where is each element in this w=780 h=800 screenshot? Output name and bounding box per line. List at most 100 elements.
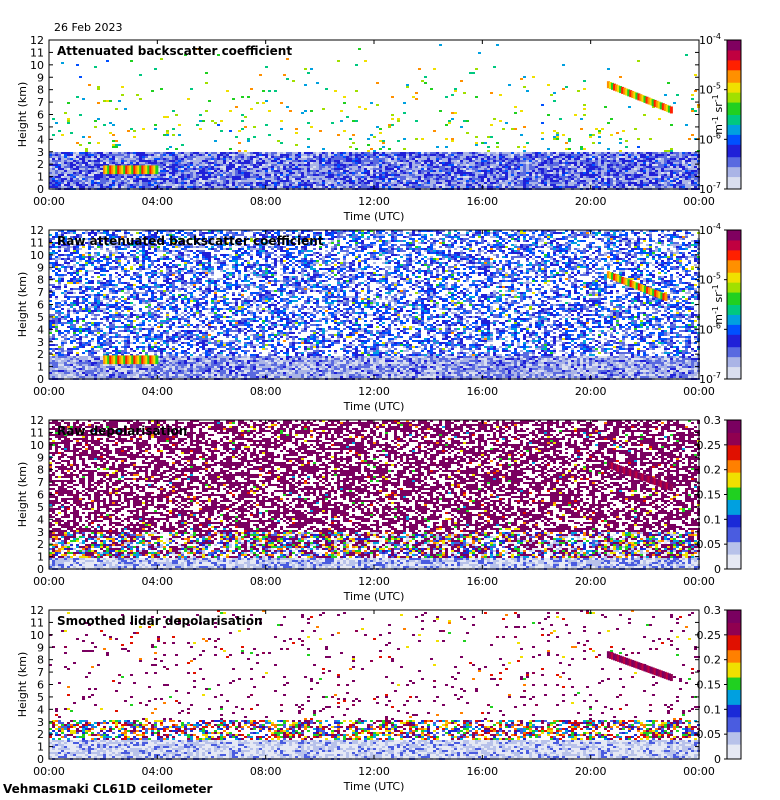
y-tick-label: 5 [37, 121, 44, 134]
y-tick-label: 8 [37, 654, 44, 667]
y-tick-label: 3 [37, 716, 44, 729]
colorbar-tick-label: 0.3 [704, 414, 722, 427]
y-tick-label: 3 [37, 146, 44, 159]
colorbar-tick-label: 0.05 [697, 538, 722, 551]
colorbar-tick-label: 0.05 [697, 728, 722, 741]
y-tick-label: 10 [30, 249, 44, 262]
y-tick-label: 6 [37, 299, 44, 312]
y-tick-label: 10 [30, 59, 44, 72]
x-tick-label: 12:00 [358, 575, 390, 588]
date-label: 26 Feb 2023 [54, 21, 122, 34]
y-tick-label: 7 [37, 476, 44, 489]
y-tick-label: 6 [37, 109, 44, 122]
x-axis-label: Time (UTC) [343, 210, 405, 223]
x-tick-label: 20:00 [575, 575, 607, 588]
y-tick-label: 1 [37, 361, 44, 374]
colorbar-tick-label: 10-7 [699, 181, 721, 196]
y-tick-label: 2 [37, 158, 44, 171]
y-tick-label: 4 [37, 513, 44, 526]
colorbar-tick-label: 0.1 [704, 513, 722, 526]
x-tick-label: 00:00 [33, 575, 65, 588]
y-tick-label: 9 [37, 261, 44, 274]
low-cloud-feature [103, 165, 158, 174]
colorbar: 0 0.05 0.1 0.15 0.2 0.25 0.3 [697, 604, 742, 766]
x-axis-label: Time (UTC) [343, 400, 405, 413]
y-tick-label: 8 [37, 84, 44, 97]
y-tick-label: 9 [37, 451, 44, 464]
y-tick-label: 6 [37, 489, 44, 502]
x-tick-label: 20:00 [575, 195, 607, 208]
y-tick-label: 6 [37, 679, 44, 692]
y-tick-label: 9 [37, 71, 44, 84]
y-axis-label: Height (km) [16, 462, 29, 528]
y-tick-label: 4 [37, 703, 44, 716]
x-tick-label: 16:00 [466, 385, 498, 398]
y-tick-label: 8 [37, 464, 44, 477]
y-axis-label: Height (km) [16, 652, 29, 718]
colorbar-unit: m-1 sr-1 [711, 94, 726, 134]
x-tick-label: 20:00 [575, 385, 607, 398]
x-tick-label: 16:00 [466, 575, 498, 588]
x-tick-label: 12:00 [358, 385, 390, 398]
colorbar-tick-label: 0.2 [704, 464, 722, 477]
y-tick-label: 1 [37, 741, 44, 754]
y-tick-label: 5 [37, 691, 44, 704]
x-tick-label: 00:00 [683, 575, 715, 588]
x-tick-label: 00:00 [683, 765, 715, 778]
colorbar-tick-label: 10-7 [699, 371, 721, 386]
panel-title: Raw attenuated backscatter coefficient [57, 234, 324, 248]
colorbar-tick-label: 0 [714, 753, 721, 766]
x-tick-label: 04:00 [141, 765, 173, 778]
x-tick-label: 00:00 [683, 385, 715, 398]
y-tick-label: 12 [30, 414, 44, 427]
x-tick-label: 08:00 [250, 385, 282, 398]
y-tick-label: 7 [37, 96, 44, 109]
y-tick-label: 10 [30, 439, 44, 452]
colorbar-tick-label: 0.1 [704, 703, 722, 716]
y-tick-label: 12 [30, 34, 44, 47]
y-tick-label: 11 [30, 426, 44, 439]
colorbar-tick-label: 0.15 [697, 489, 722, 502]
x-tick-label: 04:00 [141, 195, 173, 208]
y-tick-label: 3 [37, 336, 44, 349]
y-tick-label: 11 [30, 46, 44, 59]
y-tick-label: 12 [30, 224, 44, 237]
low-cloud-feature [103, 355, 158, 364]
y-tick-label: 8 [37, 274, 44, 287]
chart-panel-4: Smoothed lidar depolarisation01234567891… [16, 604, 741, 793]
x-tick-label: 00:00 [683, 195, 715, 208]
x-tick-label: 08:00 [250, 765, 282, 778]
y-tick-label: 10 [30, 629, 44, 642]
colorbar-unit: m-1 sr-1 [711, 284, 726, 324]
panel-title: Raw depolarisation [57, 424, 187, 438]
colorbar-tick-label: 0.25 [697, 629, 722, 642]
x-tick-label: 04:00 [141, 385, 173, 398]
colorbar: 10-410-510-610-7m-1 sr-1 [699, 222, 741, 386]
y-tick-label: 2 [37, 728, 44, 741]
chart-panel-3: Raw depolarisation0123456789101112Height… [16, 414, 741, 603]
y-axis-label: Height (km) [16, 272, 29, 338]
x-axis-label: Time (UTC) [343, 780, 405, 793]
colorbar-tick-label: 0.25 [697, 439, 722, 452]
colorbar-tick-label: 0.2 [704, 654, 722, 667]
x-tick-label: 00:00 [33, 195, 65, 208]
x-tick-label: 00:00 [33, 385, 65, 398]
y-axis-label: Height (km) [16, 82, 29, 148]
colorbar-tick-label: 0.15 [697, 679, 722, 692]
x-tick-label: 08:00 [250, 195, 282, 208]
colorbar-tick-label: 0.3 [704, 604, 722, 617]
x-tick-label: 20:00 [575, 765, 607, 778]
x-tick-label: 16:00 [466, 765, 498, 778]
y-tick-label: 2 [37, 538, 44, 551]
y-tick-label: 3 [37, 526, 44, 539]
x-tick-label: 16:00 [466, 195, 498, 208]
colorbar: 10-410-510-610-7m-1 sr-1 [699, 32, 741, 196]
y-tick-label: 12 [30, 604, 44, 617]
y-tick-label: 11 [30, 236, 44, 249]
x-axis-label: Time (UTC) [343, 590, 405, 603]
y-tick-label: 1 [37, 551, 44, 564]
colorbar-tick-label: 10-4 [699, 222, 721, 237]
y-tick-label: 1 [37, 171, 44, 184]
y-tick-label: 4 [37, 133, 44, 146]
y-tick-label: 4 [37, 323, 44, 336]
